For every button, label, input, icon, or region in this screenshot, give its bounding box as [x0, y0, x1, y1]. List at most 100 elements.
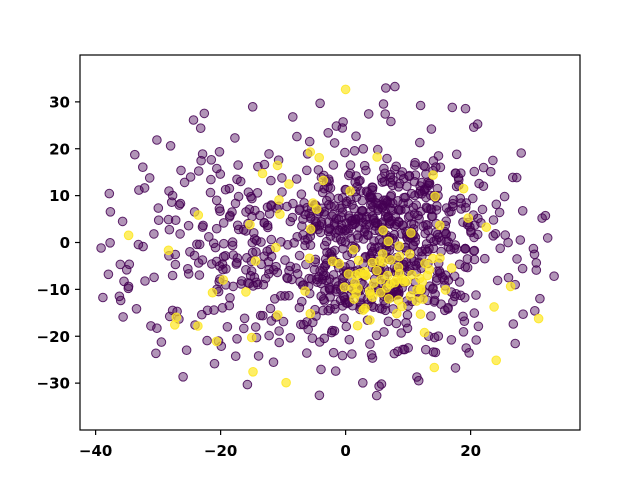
scatter-point-class-yellow	[406, 228, 416, 238]
scatter-point-class-purple	[428, 243, 439, 254]
scatter-point-class-purple	[492, 275, 503, 286]
scatter-point-class-purple	[430, 347, 441, 358]
scatter-point-class-purple	[503, 272, 514, 283]
scatter-point-class-purple	[515, 235, 526, 245]
scatter-point-class-purple	[156, 337, 167, 347]
scatter-point-class-purple	[495, 243, 506, 254]
scatter-point-class-purple	[462, 254, 473, 264]
scatter-point-class-purple	[490, 229, 501, 239]
scatter-point-class-purple	[423, 225, 433, 236]
scatter-point-class-purple	[262, 202, 273, 212]
scatter-point-class-yellow	[350, 277, 360, 288]
scatter-point-class-purple	[535, 293, 545, 304]
scatter-point-class-purple	[277, 173, 287, 183]
scatter-point-class-purple	[412, 372, 422, 382]
scatter-point-class-purple	[401, 317, 411, 328]
scatter-point-class-purple	[297, 296, 307, 307]
scatter-point-class-purple	[339, 313, 349, 324]
scatter-point-class-purple	[228, 250, 239, 260]
scatter-point-class-purple	[222, 322, 233, 332]
scatter-point-class-yellow	[458, 183, 469, 194]
scatter-point-class-purple	[292, 269, 303, 279]
scatter-point-class-purple	[450, 363, 461, 373]
scatter-point-class-purple	[220, 184, 231, 195]
scatter-point-class-purple	[444, 207, 454, 217]
scatter-point-class-purple	[491, 199, 502, 210]
x-tick-label: 0	[340, 442, 350, 460]
scatter-point-class-purple	[313, 165, 324, 175]
y-tick-label: 10	[49, 187, 70, 205]
scatter-point-class-purple	[462, 262, 473, 273]
scatter-point-class-yellow	[193, 210, 204, 220]
scatter-point-class-purple	[381, 83, 391, 93]
y-tick-label: −10	[37, 281, 70, 299]
scatter-point-class-purple	[488, 155, 498, 166]
scatter-point-class-yellow	[435, 220, 445, 231]
scatter-point-class-purple	[221, 264, 231, 274]
scatter-point-class-yellow	[374, 256, 385, 266]
scatter-point-class-purple	[199, 108, 210, 119]
scatter-point-class-purple	[123, 283, 134, 294]
scatter-point-class-purple	[218, 218, 229, 228]
scatter-point-class-yellow	[305, 147, 316, 157]
scatter-point-class-purple	[473, 213, 483, 224]
scatter-point-class-purple	[282, 272, 292, 283]
scatter-point-class-yellow	[272, 160, 283, 171]
scatter-point-class-purple	[287, 274, 297, 285]
scatter-point-class-yellow	[193, 321, 203, 331]
scatter-point-class-purple	[415, 100, 426, 111]
scatter-point-class-purple	[130, 149, 140, 160]
scatter-point-class-purple	[469, 232, 479, 243]
y-tick-label: 30	[49, 93, 70, 111]
scatter-point-class-purple	[446, 335, 457, 345]
scatter-point-class-purple	[239, 323, 249, 334]
scatter-point-class-purple	[96, 243, 106, 253]
scatter-point-class-purple	[170, 215, 181, 225]
scatter-point-class-purple	[323, 128, 334, 138]
scatter-point-class-purple	[252, 188, 263, 198]
scatter-point-class-yellow	[352, 320, 363, 331]
scatter-point-class-purple	[139, 183, 150, 193]
scatter-point-class-purple	[422, 203, 432, 214]
scatter-point-class-purple	[320, 240, 330, 251]
scatter-point-class-purple	[329, 201, 340, 211]
scatter-point-class-yellow	[383, 294, 394, 304]
scatter-point-class-yellow	[378, 225, 388, 236]
scatter-point-class-purple	[450, 168, 461, 178]
scatter-point-class-purple	[103, 269, 114, 280]
scatter-point-class-purple	[235, 176, 246, 187]
scatter-point-class-purple	[460, 243, 471, 254]
scatter-point-class-yellow	[339, 282, 350, 293]
scatter-point-class-purple	[398, 220, 408, 230]
scatter-point-class-purple	[426, 124, 437, 134]
scatter-point-class-purple	[518, 309, 528, 320]
scatter-point-class-purple	[508, 319, 519, 329]
scatter-point-class-purple	[318, 294, 329, 305]
scatter-point-class-yellow	[392, 308, 402, 319]
scatter-point-class-purple	[243, 187, 254, 197]
scatter-point-class-purple	[175, 229, 185, 239]
scatter-point-class-purple	[404, 171, 415, 182]
scatter-point-class-purple	[441, 236, 452, 246]
scatter-point-class-purple	[251, 247, 261, 257]
scatter-point-class-purple	[239, 313, 250, 324]
scatter-point-class-purple	[302, 348, 312, 358]
scatter-point-class-purple	[408, 202, 419, 213]
scatter-point-class-yellow	[311, 204, 322, 214]
scatter-point-class-purple	[403, 343, 414, 353]
x-tick-label: −20	[204, 442, 237, 460]
scatter-point-class-purple	[292, 232, 303, 242]
scatter-point-class-purple	[343, 228, 353, 238]
scatter-point-class-purple	[439, 226, 450, 237]
scatter-point-class-purple	[328, 347, 339, 358]
scatter-point-class-purple	[349, 146, 360, 156]
scatter-point-class-purple	[328, 160, 339, 170]
scatter-point-class-purple	[152, 323, 162, 334]
scatter-point-class-purple	[251, 235, 262, 246]
scatter-point-class-purple	[347, 215, 358, 225]
scatter-point-class-yellow	[376, 274, 386, 285]
scatter-point-class-yellow	[271, 242, 281, 253]
scatter-point-class-purple	[346, 233, 356, 244]
scatter-point-class-purple	[402, 323, 413, 334]
scatter-point-class-yellow	[430, 191, 440, 202]
